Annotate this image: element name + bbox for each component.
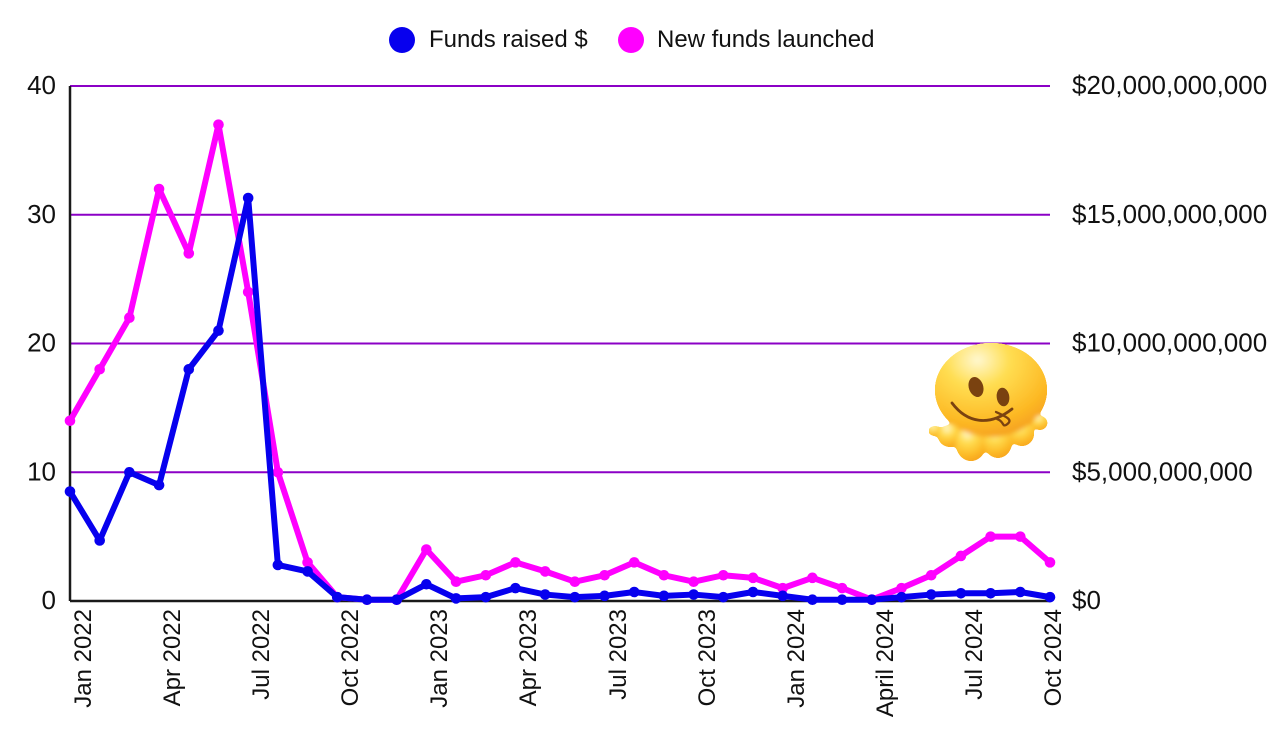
svg-text:$20,000,000,000: $20,000,000,000 — [1072, 70, 1267, 100]
svg-text:10: 10 — [27, 456, 56, 486]
svg-text:$15,000,000,000: $15,000,000,000 — [1072, 199, 1267, 229]
svg-text:0: 0 — [42, 585, 56, 615]
svg-text:20: 20 — [27, 328, 56, 358]
svg-text:40: 40 — [27, 70, 56, 100]
svg-text:30: 30 — [27, 199, 56, 229]
svg-text:$5,000,000,000: $5,000,000,000 — [1072, 456, 1253, 486]
svg-text:$0: $0 — [1072, 585, 1101, 615]
svg-text:$10,000,000,000: $10,000,000,000 — [1072, 328, 1267, 358]
